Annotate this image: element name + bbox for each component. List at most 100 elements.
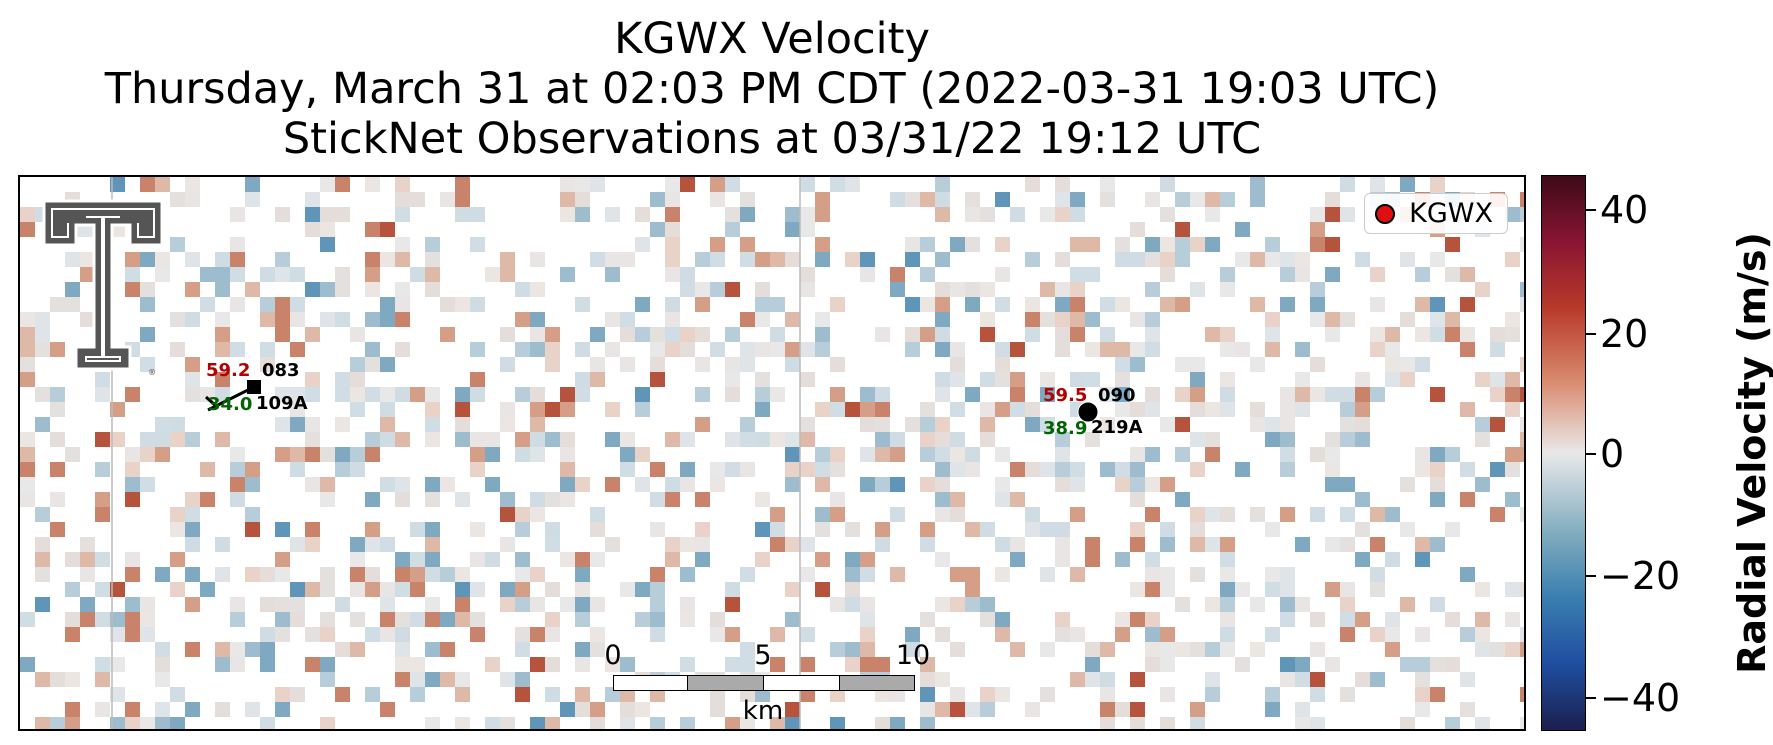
velocity-pixel (1280, 582, 1295, 597)
velocity-pixel (845, 252, 860, 267)
velocity-pixel (935, 252, 950, 267)
velocity-pixel (590, 357, 605, 372)
velocity-pixel (725, 357, 740, 372)
velocity-pixel (1355, 552, 1370, 567)
velocity-pixel (635, 447, 650, 462)
velocity-pixel (1445, 717, 1460, 729)
velocity-pixel (1520, 507, 1524, 522)
velocity-pixel (965, 192, 980, 207)
velocity-pixel (1295, 387, 1310, 402)
velocity-pixel (395, 492, 410, 507)
velocity-pixel (590, 177, 605, 192)
velocity-pixel (935, 297, 950, 312)
velocity-pixel (950, 642, 965, 657)
velocity-pixel (275, 687, 290, 702)
velocity-pixel (185, 252, 200, 267)
velocity-pixel (1415, 702, 1430, 717)
station-109A[interactable]: 59.2 083 34.0 109A (204, 360, 308, 415)
velocity-pixel (350, 552, 365, 567)
velocity-pixel (830, 597, 845, 612)
velocity-pixel (860, 657, 875, 672)
velocity-pixel (1520, 282, 1524, 297)
velocity-pixel (680, 657, 695, 672)
velocity-pixel (1520, 417, 1524, 432)
velocity-pixel (275, 702, 290, 717)
velocity-pixel (680, 612, 695, 627)
velocity-pixel (590, 702, 605, 717)
velocity-pixel (1505, 402, 1520, 417)
velocity-pixel (1010, 492, 1025, 507)
velocity-pixel (740, 417, 755, 432)
velocity-pixel (350, 387, 365, 402)
velocity-pixel (110, 612, 125, 627)
velocity-pixel (305, 582, 320, 597)
velocity-pixel (305, 657, 320, 672)
velocity-pixel (665, 432, 680, 447)
velocity-pixel (1340, 597, 1355, 612)
velocity-pixel (740, 717, 755, 729)
velocity-pixel (725, 282, 740, 297)
velocity-pixel (20, 432, 35, 447)
velocity-pixel (560, 492, 575, 507)
velocity-pixel (35, 327, 50, 342)
velocity-pixel (260, 717, 275, 729)
velocity-pixel (440, 297, 455, 312)
velocity-pixel (275, 267, 290, 282)
velocity-pixel (650, 492, 665, 507)
velocity-pixel (1040, 372, 1055, 387)
velocity-pixel (140, 717, 155, 729)
velocity-pixel (1220, 507, 1235, 522)
velocity-pixel (335, 177, 350, 192)
velocity-pixel (1205, 507, 1220, 522)
velocity-pixel (1055, 192, 1070, 207)
velocity-pixel (1115, 342, 1130, 357)
velocity-pixel (1310, 642, 1325, 657)
velocity-pixel (95, 702, 110, 717)
velocity-pixel (470, 297, 485, 312)
velocity-pixel (260, 642, 275, 657)
velocity-pixel (215, 657, 230, 672)
velocity-pixel (665, 297, 680, 312)
velocity-pixel (110, 432, 125, 447)
velocity-pixel (350, 612, 365, 627)
velocity-pixel (1040, 687, 1055, 702)
velocity-pixel (1100, 327, 1115, 342)
velocity-pixel (1310, 222, 1325, 237)
radar-velocity-map[interactable]: 59.2 083 34.0 109A 59.5 090 38.9 219A KG… (18, 175, 1526, 731)
velocity-pixel (1115, 357, 1130, 372)
velocity-pixel (1490, 642, 1505, 657)
velocity-pixel (785, 357, 800, 372)
velocity-pixel (1385, 552, 1400, 567)
velocity-pixel (1280, 672, 1295, 687)
velocity-pixel (440, 192, 455, 207)
velocity-pixel (785, 462, 800, 477)
velocity-pixel (65, 282, 80, 297)
map-legend: KGWX (1364, 193, 1508, 234)
velocity-pixel (1250, 192, 1265, 207)
velocity-pixel (1175, 597, 1190, 612)
velocity-pixel (50, 297, 65, 312)
velocity-pixel (875, 432, 890, 447)
velocity-pixel (590, 522, 605, 537)
velocity-pixel (1475, 612, 1490, 627)
velocity-pixel (980, 402, 995, 417)
velocity-pixel (1145, 252, 1160, 267)
velocity-pixel (50, 492, 65, 507)
velocity-pixel (20, 477, 35, 492)
velocity-pixel (1175, 237, 1190, 252)
velocity-pixel (680, 282, 695, 297)
velocity-pixel (140, 252, 155, 267)
velocity-pixel (770, 522, 785, 537)
velocity-pixel (125, 567, 140, 582)
velocity-pixel (65, 627, 80, 642)
velocity-pixel (935, 492, 950, 507)
velocity-pixel (470, 462, 485, 477)
velocity-pixel (1400, 717, 1415, 729)
velocity-pixel (185, 192, 200, 207)
velocity-pixel (1145, 192, 1160, 207)
velocity-pixel (1445, 237, 1460, 252)
station-219A[interactable]: 59.5 090 38.9 219A (1043, 385, 1143, 439)
velocity-pixel (995, 372, 1010, 387)
velocity-pixel (125, 477, 140, 492)
velocity-pixel (65, 702, 80, 717)
